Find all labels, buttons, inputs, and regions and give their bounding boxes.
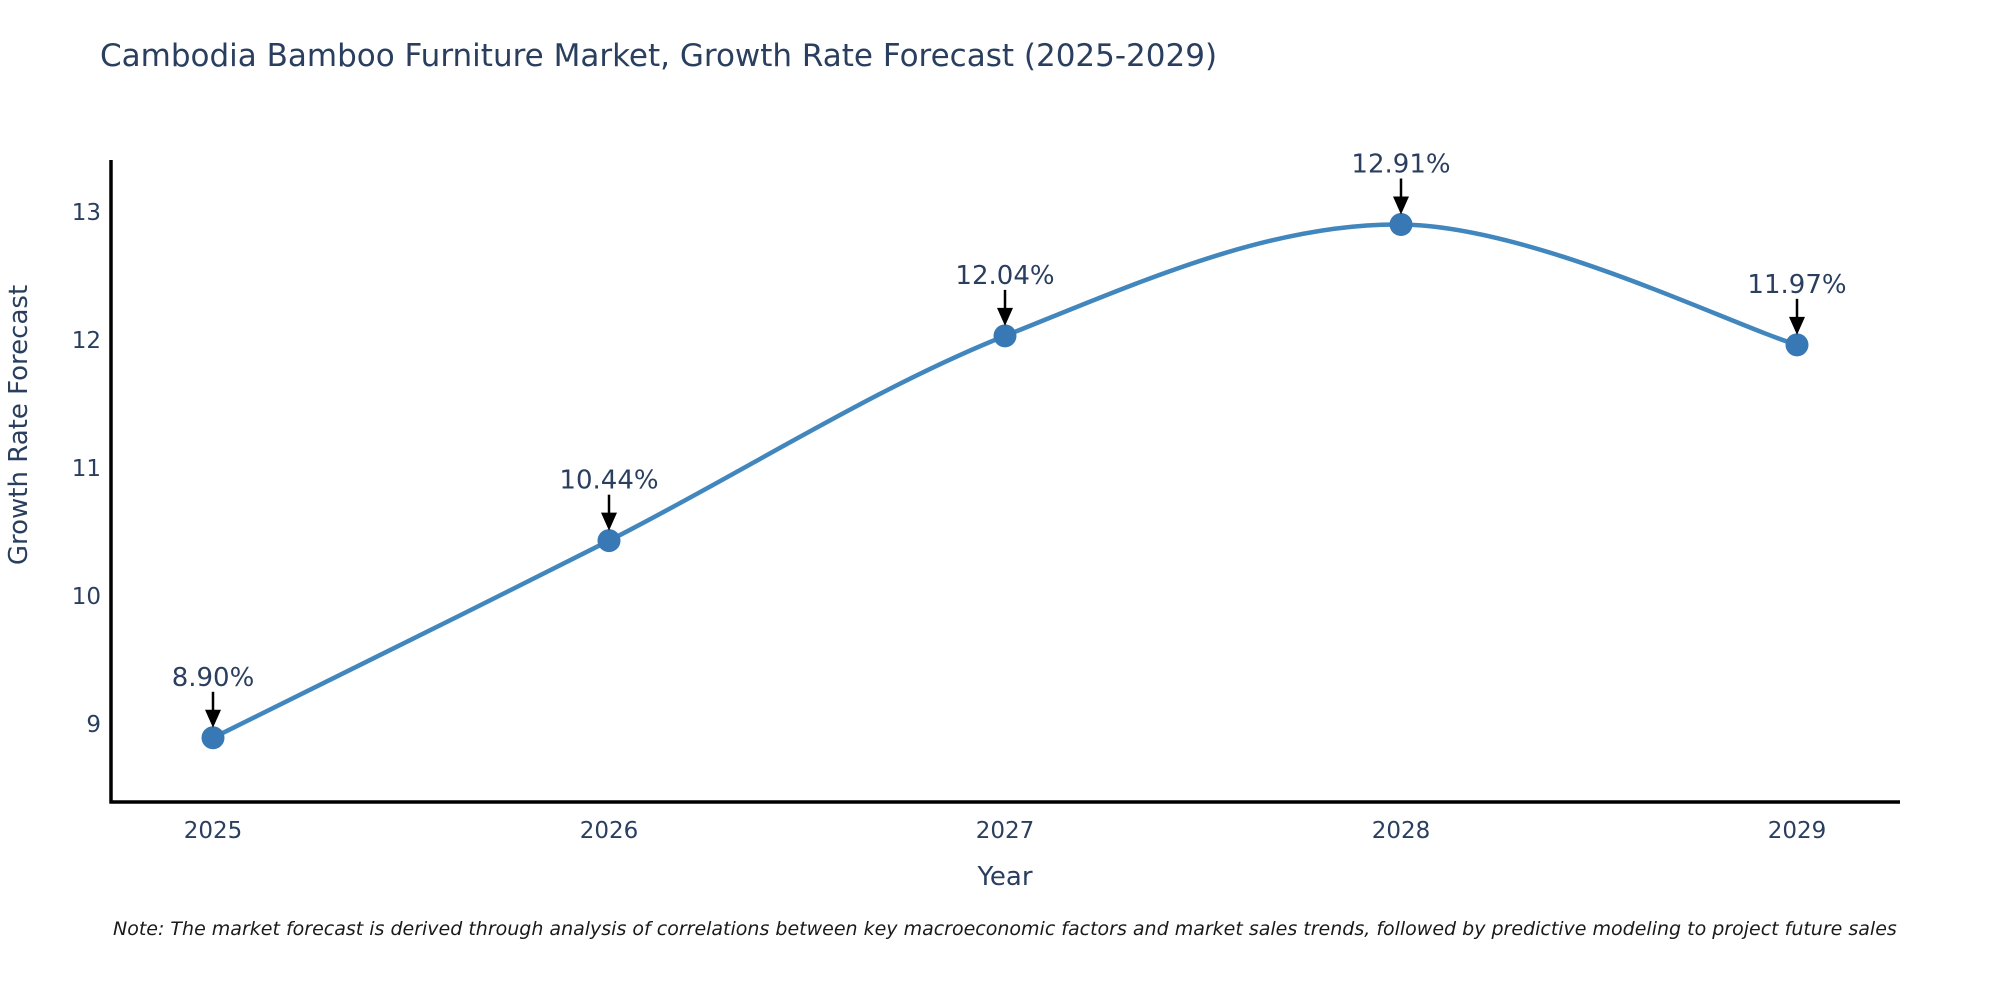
annotation-arrowhead-icon bbox=[1789, 316, 1805, 335]
point-value-label: 11.97% bbox=[1747, 270, 1846, 300]
y-tick-label: 9 bbox=[86, 712, 101, 738]
chart-title: Cambodia Bamboo Furniture Market, Growth… bbox=[100, 38, 1218, 74]
point-value-label: 12.91% bbox=[1351, 150, 1450, 180]
y-tick-label: 12 bbox=[72, 328, 101, 354]
x-tick-label: 2026 bbox=[580, 818, 639, 844]
y-tick-label: 13 bbox=[72, 200, 101, 226]
annotation-arrowhead-icon bbox=[1393, 196, 1409, 215]
annotation-arrowhead-icon bbox=[997, 307, 1013, 326]
x-tick-label: 2025 bbox=[184, 818, 243, 844]
x-tick-label: 2028 bbox=[1372, 818, 1431, 844]
data-point-marker bbox=[1389, 213, 1413, 237]
x-tick-label: 2029 bbox=[1768, 818, 1827, 844]
y-tick-label: 10 bbox=[72, 584, 101, 610]
data-point-marker bbox=[597, 529, 621, 553]
x-tick-label: 2027 bbox=[976, 818, 1035, 844]
annotation-arrowhead-icon bbox=[601, 512, 617, 531]
y-tick-label: 11 bbox=[72, 456, 101, 482]
data-point-marker bbox=[1785, 333, 1809, 357]
point-value-label: 12.04% bbox=[955, 261, 1054, 291]
y-axis-title: Growth Rate Forecast bbox=[4, 285, 34, 565]
data-point-marker bbox=[993, 324, 1017, 348]
x-axis-title: Year bbox=[976, 862, 1032, 892]
data-point-marker bbox=[201, 726, 225, 750]
point-value-label: 10.44% bbox=[559, 466, 658, 496]
annotation-arrowhead-icon bbox=[205, 709, 221, 728]
point-value-label: 8.90% bbox=[172, 663, 255, 693]
footnote-text: Note: The market forecast is derived thr… bbox=[113, 918, 1897, 940]
